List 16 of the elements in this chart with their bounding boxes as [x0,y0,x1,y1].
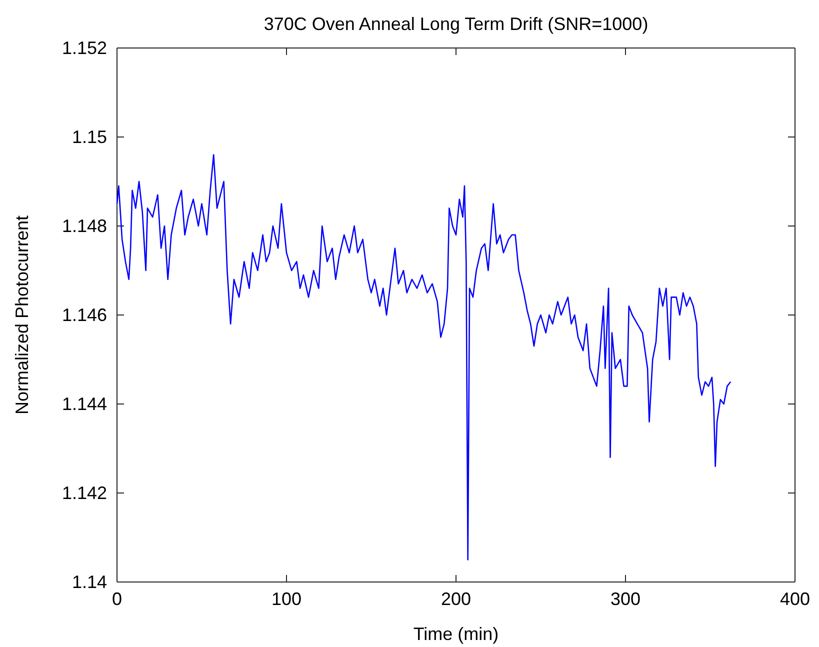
y-tick-label: 1.152 [62,38,107,58]
y-tick-label: 1.142 [62,482,107,503]
y-tick-label: 1.146 [62,304,107,325]
y-tick-label: 1.15 [72,126,107,147]
x-axis-title: Time (min) [413,624,499,644]
x-tick-label: 0 [112,588,122,609]
x-tick-label: 200 [440,588,472,609]
y-axis-title: Normalized Photocurrent [12,215,32,415]
y-tick-label: 1.14 [72,572,107,592]
line-series [116,154,732,560]
x-tick-label: 100 [271,588,302,609]
y-tick-label: 1.144 [62,394,107,414]
chart-title: 370C Oven Anneal Long Term Drift (SNR=1000) [264,14,648,34]
y-tick-label: 1.148 [62,216,107,236]
x-tick-label: 400 [780,588,810,609]
x-tick-label: 300 [610,588,641,609]
